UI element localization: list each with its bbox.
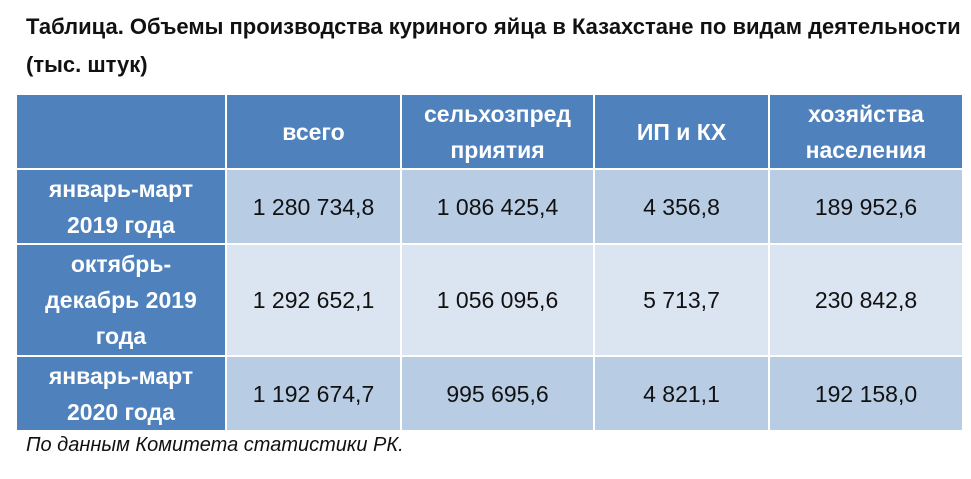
header-cell: ИП и КХ xyxy=(593,93,770,170)
cell: 1 192 674,7 xyxy=(225,355,402,432)
text-line: года xyxy=(95,323,147,349)
text-line: январь-март xyxy=(48,362,194,389)
text-line: 2020 года xyxy=(67,398,175,425)
text-line: приятия xyxy=(450,136,545,163)
text-line: ИП и КХ xyxy=(636,118,727,145)
cell: 1 086 425,4 xyxy=(400,168,595,245)
header-row: всего сельхозпред приятия ИП и КХ хозяйства н… xyxy=(15,93,964,170)
row-label: январь-март 2020 года xyxy=(15,355,227,432)
cell: 995 695,6 xyxy=(400,355,595,432)
data-row: январь-март 2020 года 1 192 674,7 995 695,6… xyxy=(15,355,964,432)
cell: 189 952,6 xyxy=(768,168,964,245)
text-line: сельхозпред xyxy=(423,100,572,127)
cell: 1 292 652,1 xyxy=(225,243,402,357)
cell: 1 056 095,6 xyxy=(400,243,595,357)
data-row: январь-март 2019 года 1 280 734,8 1 086 425… xyxy=(15,168,964,245)
header-cell: сельхозпред приятия xyxy=(400,93,595,170)
header-cell xyxy=(15,93,227,170)
text-line: октябрь- xyxy=(70,251,172,277)
row-label: январь-март 2019 года xyxy=(15,168,227,245)
cell: 230 842,8 xyxy=(768,243,964,357)
header-cell: всего xyxy=(225,93,402,170)
row-label: октябрь-декабрь 2019 года xyxy=(15,243,227,357)
text-line: 2019 года xyxy=(67,211,175,238)
text-line: всего xyxy=(282,118,345,145)
cell: 4 821,1 xyxy=(593,355,770,432)
title: Таблица. Объемы производства куриного яй… xyxy=(26,14,961,77)
text-line: декабрь 2019 xyxy=(45,287,197,313)
data-row: октябрь-декабрь 2019 года 1 292 652,1 1 056… xyxy=(15,243,964,357)
cell: 1 280 734,8 xyxy=(225,168,402,245)
header-cell: хозяйства населения xyxy=(768,93,964,170)
data-table: всего сельхозпред приятия ИП и КХ хозяйства н… xyxy=(15,93,964,432)
text-line: населения xyxy=(805,136,927,163)
cell: 4 356,8 xyxy=(593,168,770,245)
text-line: хозяйства xyxy=(808,100,924,127)
cell: 192 158,0 xyxy=(768,355,964,432)
text-line: январь-март xyxy=(48,175,194,202)
source-note: По данным Комитета статистики РК. xyxy=(26,434,404,456)
cell: 5 713,7 xyxy=(593,243,770,357)
